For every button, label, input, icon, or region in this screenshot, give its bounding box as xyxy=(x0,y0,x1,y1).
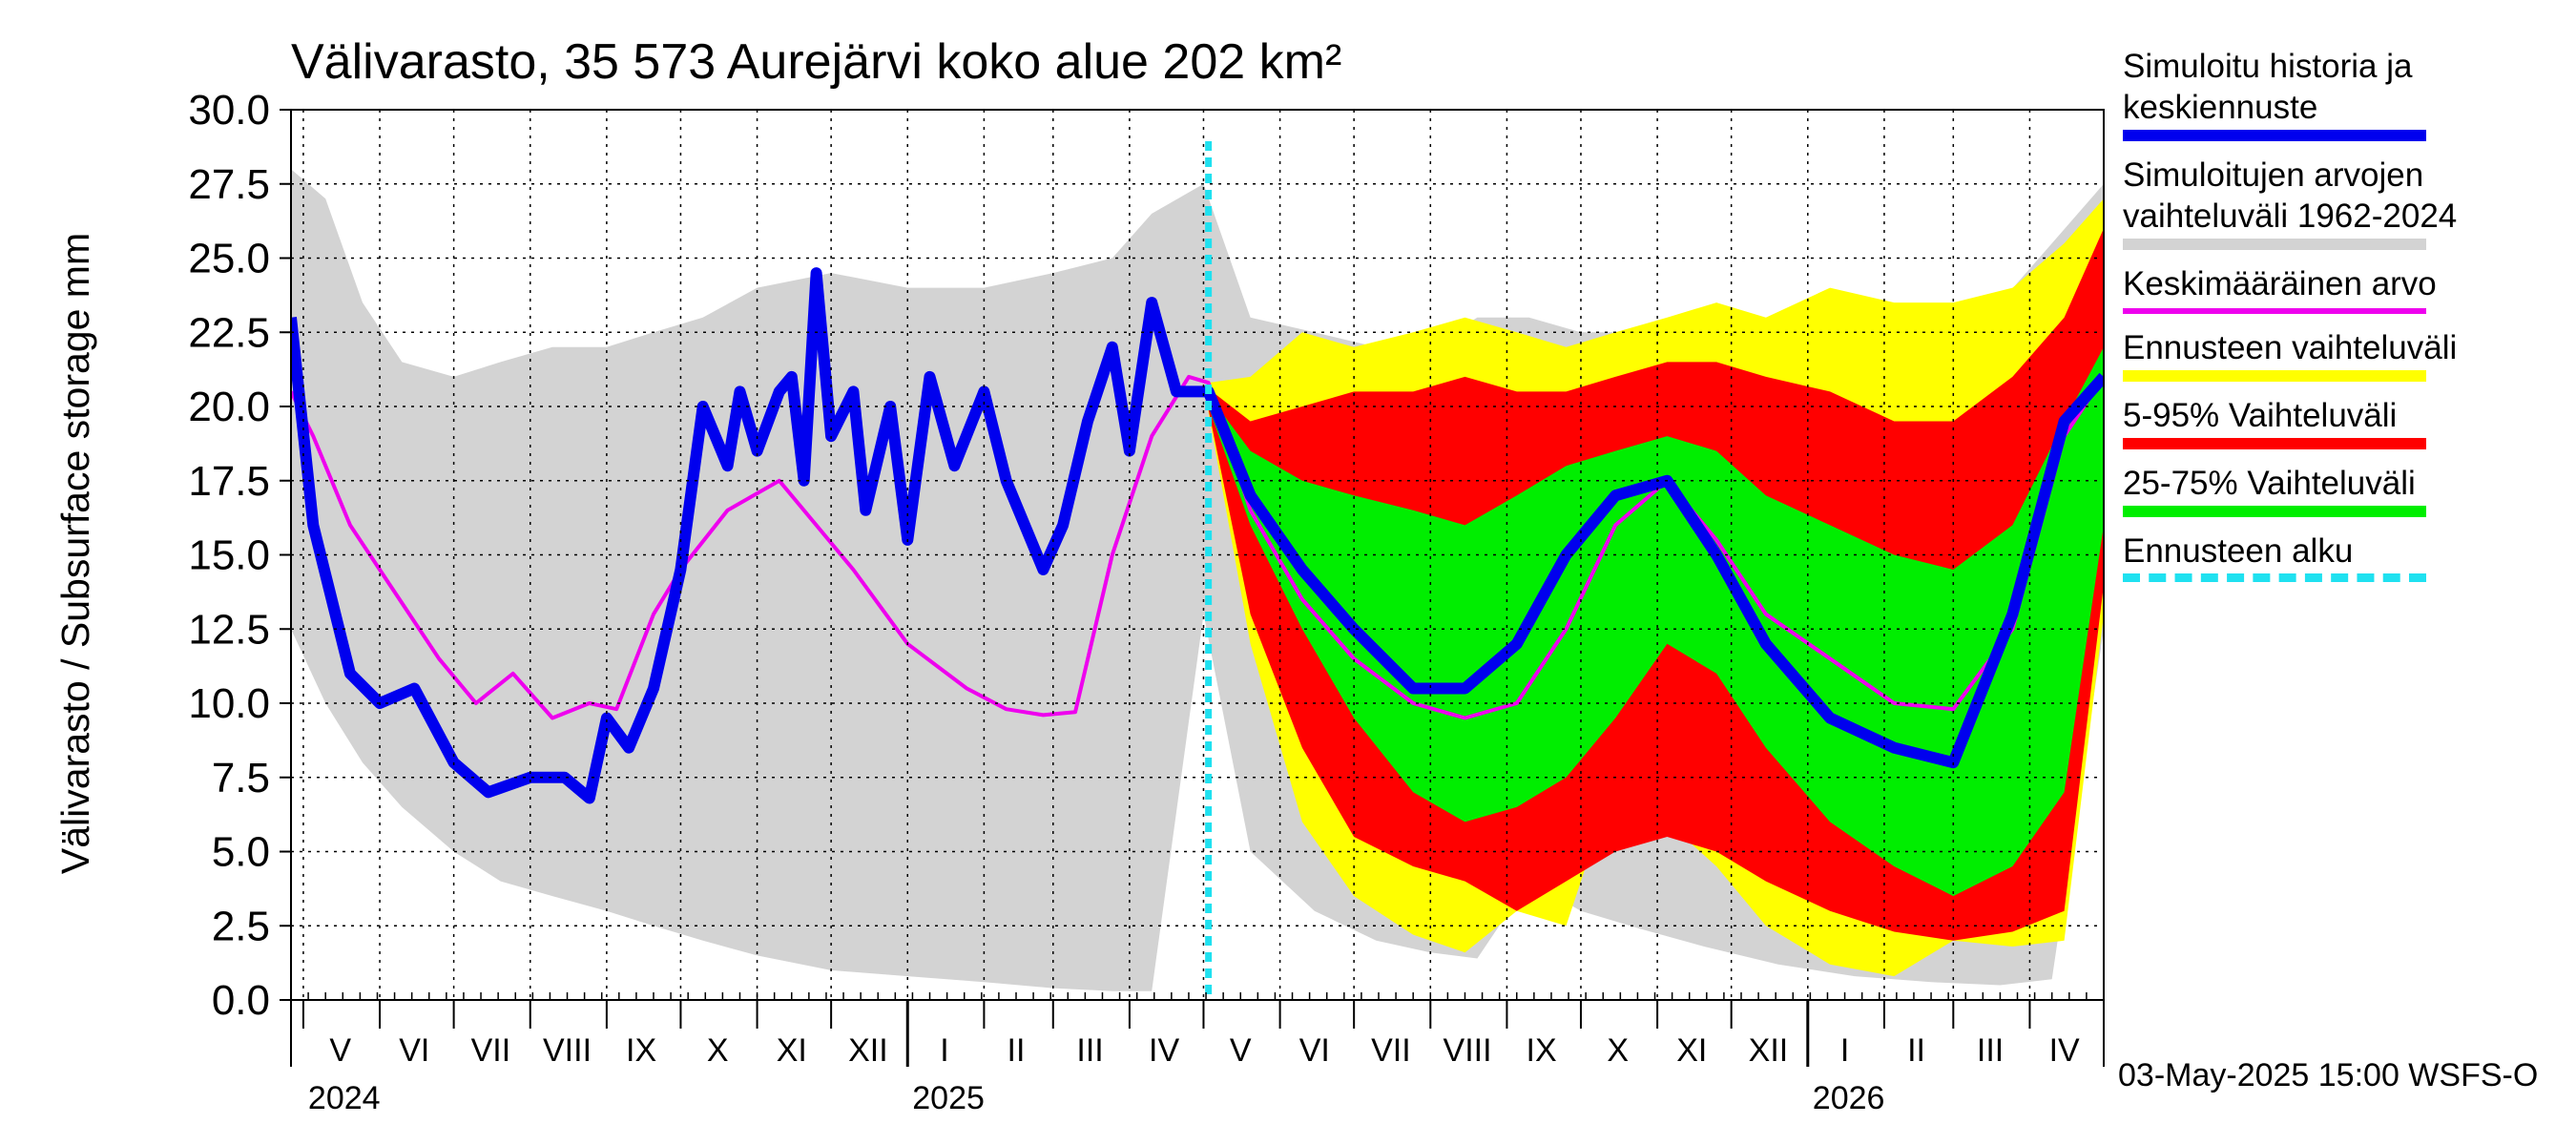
legend-forecast-range: Ennusteen vaihteluväli xyxy=(2123,327,2571,382)
x-month-label: XII xyxy=(1749,1032,1789,1069)
y-tick-label: 22.5 xyxy=(188,309,270,356)
y-tick-label: 25.0 xyxy=(188,236,270,282)
y-tick-label: 2.5 xyxy=(212,903,270,949)
legend-swatch xyxy=(2123,573,2426,590)
legend-label: Ennusteen vaihteluväli xyxy=(2123,329,2458,366)
y-tick-label: 27.5 xyxy=(188,161,270,208)
legend-swatch xyxy=(2123,308,2426,314)
legend-history-range: Simuloitujen arvojen vaihteluväli 1962-2… xyxy=(2123,155,2571,250)
forecast-25-75-band xyxy=(1208,346,2104,897)
legend-label: 25-75% Vaihteluväli xyxy=(2123,465,2416,502)
x-month-label: I xyxy=(1840,1032,1849,1069)
legend: Simuloitu historia ja keskiennuste Simulo… xyxy=(2123,46,2571,603)
y-tick-label: 10.0 xyxy=(188,680,270,727)
x-year-label: 2026 xyxy=(1813,1080,1885,1116)
y-tick-label: 0.0 xyxy=(212,977,270,1024)
x-month-label: III xyxy=(1076,1032,1103,1069)
x-year-label: 2025 xyxy=(912,1080,985,1116)
x-month-label: XI xyxy=(1676,1032,1707,1069)
x-month-label: VII xyxy=(1371,1032,1411,1069)
y-tick-label: 15.0 xyxy=(188,532,270,579)
simulated-history-line xyxy=(291,267,2104,804)
x-month-label: VIII xyxy=(1444,1032,1492,1069)
y-axis-label: Välivarasto / Subsurface storage mm xyxy=(53,233,97,874)
legend-label: Simuloitu historia ja keskiennuste xyxy=(2123,48,2413,126)
y-tick-label: 7.5 xyxy=(212,755,270,802)
y-tick-label: 5.0 xyxy=(212,829,270,876)
plot-area xyxy=(291,169,2104,991)
legend-label: Keskimääräinen arvo xyxy=(2123,265,2437,302)
x-month-label: V xyxy=(329,1032,351,1069)
legend-25-75-range: 25-75% Vaihteluväli xyxy=(2123,463,2571,517)
legend-swatch xyxy=(2123,130,2426,141)
footer-timestamp: 03-May-2025 15:00 WSFS-O xyxy=(2118,1057,2539,1093)
y-tick-label: 17.5 xyxy=(188,458,270,505)
axes: 0.0 2.5 5.0 7.5 10.0 12.5 15.0 17.5 20.0 22.5 25.0… xyxy=(188,87,2105,1116)
legend-swatch xyxy=(2123,239,2426,250)
x-month-label: VIII xyxy=(543,1032,592,1069)
legend-label: 5-95% Vaihteluväli xyxy=(2123,397,2398,434)
x-month-label: III xyxy=(1977,1032,2004,1069)
x-month-label: IX xyxy=(626,1032,656,1069)
legend-label: Ennusteen alku xyxy=(2123,532,2354,570)
legend-5-95-range: 5-95% Vaihteluväli xyxy=(2123,395,2571,449)
legend-swatch xyxy=(2123,370,2426,382)
x-month-label: I xyxy=(940,1032,948,1069)
legend-label: Simuloitujen arvojen vaihteluväli 1962-2… xyxy=(2123,156,2458,235)
mean-value-line xyxy=(291,374,2104,720)
legend-mean-value: Keskimääräinen arvo xyxy=(2123,263,2571,314)
x-month-label: IX xyxy=(1527,1032,1557,1069)
x-month-label: X xyxy=(707,1032,729,1069)
chart-title: Välivarasto, 35 573 Aurejärvi koko alue … xyxy=(291,34,1341,90)
x-month-label: VII xyxy=(471,1032,511,1069)
x-month-label: XI xyxy=(777,1032,807,1069)
x-month-label: X xyxy=(1607,1032,1629,1069)
y-tick-label: 30.0 xyxy=(188,87,270,134)
x-month-label: IV xyxy=(1149,1032,1179,1069)
x-month-label: VI xyxy=(1299,1032,1330,1069)
plot-frame xyxy=(290,109,2105,1001)
x-month-label: VI xyxy=(399,1032,429,1069)
x-month-label: IV xyxy=(2049,1032,2080,1069)
legend-swatch xyxy=(2123,506,2426,517)
y-tick-label: 20.0 xyxy=(188,384,270,430)
x-month-label: V xyxy=(1230,1032,1252,1069)
x-month-label: II xyxy=(1008,1032,1026,1069)
x-month-label: XII xyxy=(848,1032,888,1069)
x-month-label: II xyxy=(1907,1032,1925,1069)
legend-forecast-start: Ennusteen alku xyxy=(2123,531,2571,590)
legend-simulated-history: Simuloitu historia ja keskiennuste xyxy=(2123,46,2571,141)
x-year-label: 2024 xyxy=(308,1080,381,1116)
plot-series-group xyxy=(291,169,2104,991)
y-tick-label: 12.5 xyxy=(188,606,270,653)
legend-swatch xyxy=(2123,438,2426,449)
